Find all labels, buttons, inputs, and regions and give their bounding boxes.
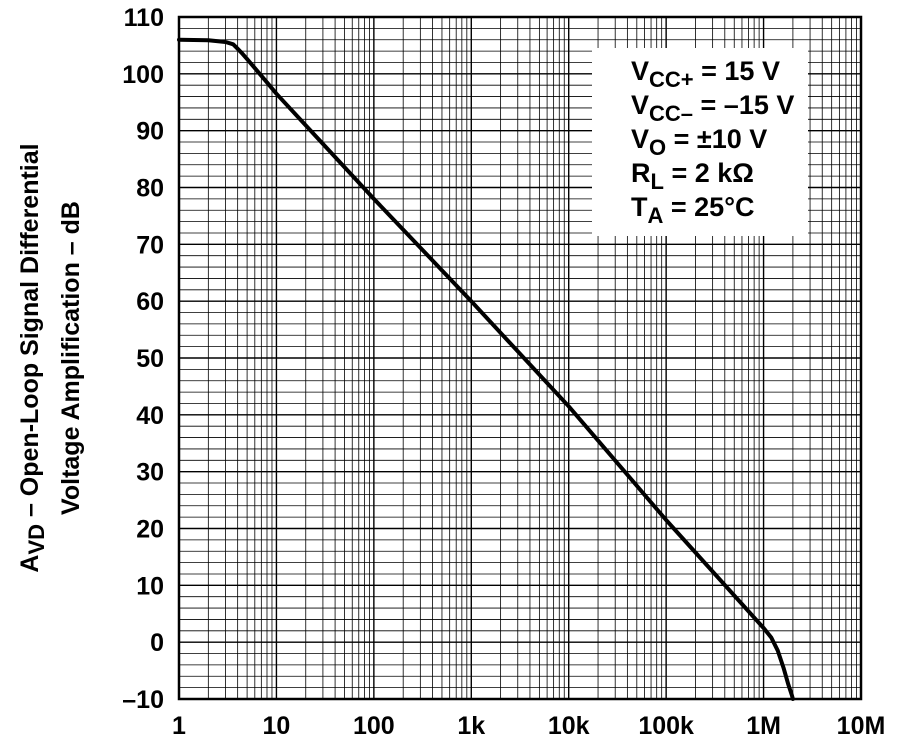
x-tick-label: 100k [638, 712, 694, 740]
y-tick-label: 80 [136, 175, 164, 203]
condition-value: = 25°C [663, 192, 754, 222]
condition-symbol: V [631, 124, 649, 154]
y-axis-label-symbol: A [16, 555, 44, 573]
y-tick-label: 110 [124, 4, 164, 32]
condition-subscript: CC+ [649, 67, 694, 92]
y-tick-label: 10 [136, 572, 164, 600]
condition-value: = 15 V [694, 56, 780, 86]
y-tick-label: 100 [122, 61, 164, 89]
condition-text: VCC+ = 15 V [631, 56, 780, 92]
x-tick-label: 1k [457, 712, 485, 740]
y-tick-label: 90 [136, 118, 164, 146]
condition-text: VO = ±10 V [631, 124, 767, 160]
x-tick-label: 100 [353, 712, 395, 740]
condition-symbol: T [631, 192, 648, 222]
conditions-box [592, 48, 808, 236]
y-tick-label: 40 [136, 402, 164, 430]
plot-frame [177, 15, 863, 701]
condition-text: RL = 2 kΩ [631, 158, 754, 194]
y-axis-label-text: – Open-Loop Signal Differential [16, 143, 44, 524]
y-tick-label: 30 [136, 459, 164, 487]
condition-subscript: L [651, 169, 664, 194]
x-tick-labels: 1 10 100 1k 10k 100k 1M 10M [172, 712, 885, 740]
condition-text: TA = 25°C [631, 192, 755, 228]
condition-symbol: V [631, 56, 649, 86]
y-axis-label-line2: Voltage Amplification – dB [57, 201, 85, 515]
x-tick-label: 10M [837, 712, 886, 740]
condition-symbol: R [631, 158, 651, 188]
x-tick-label: 10 [263, 712, 291, 740]
condition-value: = 2 kΩ [664, 158, 754, 188]
condition-subscript: CC– [649, 101, 693, 126]
x-tick-label: 1 [172, 712, 186, 740]
y-tick-label: 0 [150, 629, 164, 657]
x-tick-label: 1M [746, 712, 781, 740]
condition-subscript: A [648, 203, 664, 228]
y-tick-label: –10 [122, 686, 164, 714]
condition-value: = –15 V [693, 90, 794, 120]
y-axis-label-subscript: VD [24, 524, 49, 555]
y-tick-label: 50 [136, 345, 164, 373]
condition-subscript: O [649, 135, 666, 160]
chart-grid [179, 17, 861, 699]
x-tick-label: 10k [548, 712, 590, 740]
condition-text: VCC– = –15 V [631, 90, 794, 126]
y-tick-label: 20 [136, 516, 164, 544]
y-tick-label: 60 [136, 288, 164, 316]
series-line-gain [177, 37, 795, 701]
y-axis-label-line1: AVD – Open-Loop Signal Differential [16, 143, 49, 572]
condition-symbol: V [631, 90, 649, 120]
y-tick-label: 70 [136, 231, 164, 259]
condition-value: = ±10 V [666, 124, 767, 154]
